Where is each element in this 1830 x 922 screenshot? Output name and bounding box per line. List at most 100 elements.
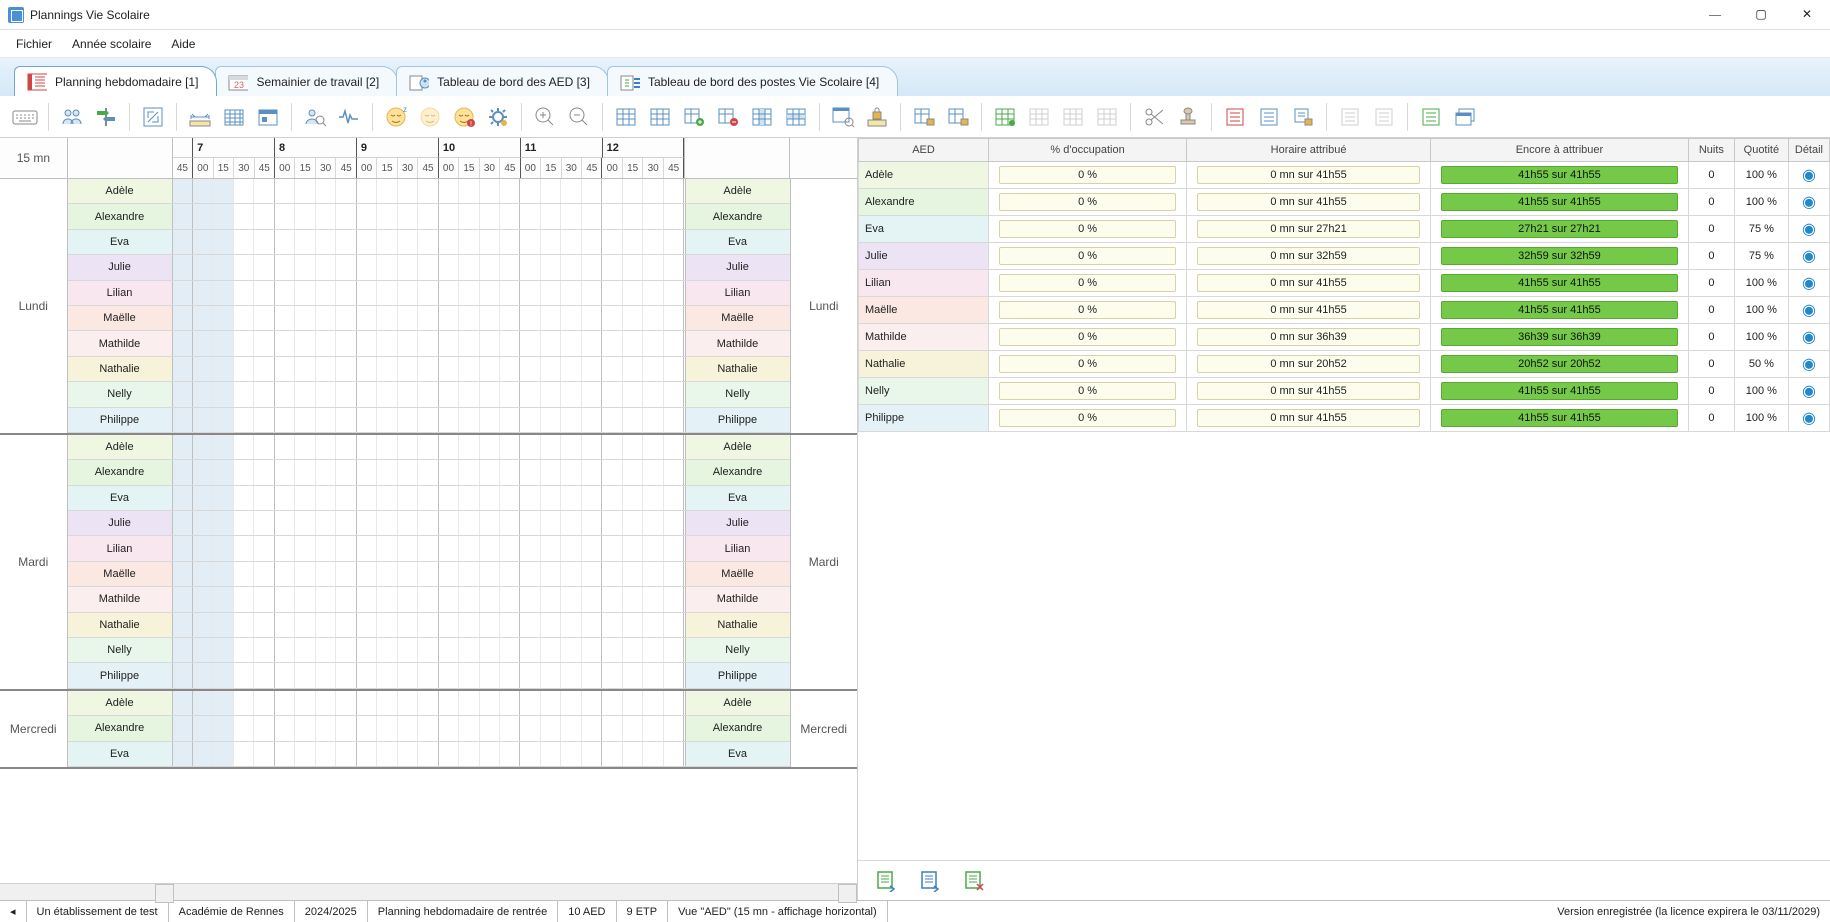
schedule-row[interactable]: JulieJulie (68, 255, 790, 280)
schedule-cell[interactable] (582, 204, 602, 228)
schedule-cell[interactable] (336, 587, 356, 611)
col-header-det[interactable]: Détail (1788, 139, 1829, 162)
schedule-cell[interactable] (500, 357, 520, 381)
schedule-cell[interactable] (377, 562, 397, 586)
schedule-cell[interactable] (602, 408, 622, 432)
schedule-cell[interactable] (316, 357, 336, 381)
schedule-cell[interactable] (582, 716, 602, 740)
schedule-cell[interactable] (439, 663, 459, 687)
status-arrow[interactable]: ◂ (0, 901, 27, 922)
export-list-2-button[interactable] (916, 866, 946, 896)
schedule-cell[interactable] (418, 691, 438, 715)
schedule-row[interactable]: PhilippePhilippe (68, 663, 790, 688)
schedule-cell[interactable] (336, 663, 356, 687)
schedule-cell[interactable] (643, 230, 663, 254)
schedule-cell[interactable] (459, 511, 479, 535)
schedule-cell[interactable] (480, 486, 500, 510)
schedule-cell[interactable] (541, 255, 561, 279)
schedule-cell[interactable] (336, 486, 356, 510)
schedule-cell[interactable] (336, 306, 356, 330)
schedule-cell[interactable] (418, 638, 438, 662)
schedule-cell[interactable] (234, 716, 254, 740)
schedule-cell[interactable] (357, 435, 377, 459)
schedule-cell[interactable] (316, 306, 336, 330)
col-header-enc[interactable]: Encore à attribuer (1431, 139, 1689, 162)
schedule-cell[interactable] (561, 536, 581, 560)
schedule-cell[interactable] (418, 408, 438, 432)
schedule-cell[interactable] (520, 255, 540, 279)
schedule-cell[interactable] (295, 663, 315, 687)
eye-icon[interactable]: ◉ (1802, 194, 1816, 211)
schedule-cell[interactable] (213, 613, 233, 637)
schedule-cell[interactable] (213, 255, 233, 279)
schedule-cell[interactable] (295, 587, 315, 611)
close-button[interactable]: ✕ (1784, 0, 1830, 30)
schedule-cell[interactable] (439, 435, 459, 459)
schedule-cell[interactable] (623, 638, 643, 662)
schedule-cell[interactable] (643, 742, 663, 766)
schedule-cell[interactable] (582, 382, 602, 406)
schedule-cell[interactable] (459, 179, 479, 203)
schedule-cell[interactable] (541, 357, 561, 381)
schedule-cell[interactable] (439, 638, 459, 662)
schedule-cell[interactable] (582, 179, 602, 203)
schedule-cell[interactable] (459, 486, 479, 510)
schedule-cell[interactable] (398, 716, 418, 740)
schedule-cell[interactable] (336, 331, 356, 355)
schedule-cell[interactable] (336, 357, 356, 381)
schedule-cell[interactable] (398, 382, 418, 406)
schedule-cell[interactable] (213, 638, 233, 662)
schedule-cell[interactable] (561, 435, 581, 459)
schedule-cell[interactable] (377, 511, 397, 535)
schedule-cell[interactable] (398, 281, 418, 305)
schedule-cell[interactable] (418, 536, 438, 560)
schedule-cell[interactable] (623, 663, 643, 687)
schedule-cell[interactable] (336, 511, 356, 535)
schedule-cell[interactable] (336, 691, 356, 715)
schedule-cell[interactable] (602, 460, 622, 484)
schedule-cell[interactable] (295, 716, 315, 740)
schedule-cell[interactable] (295, 562, 315, 586)
schedule-cell[interactable] (439, 511, 459, 535)
schedule-cell[interactable] (459, 613, 479, 637)
schedule-cell[interactable] (500, 460, 520, 484)
schedule-cell[interactable] (418, 663, 438, 687)
schedule-cell[interactable] (480, 179, 500, 203)
schedule-row[interactable]: NellyNelly (68, 382, 790, 407)
schedule-cell[interactable] (561, 460, 581, 484)
schedule-cell[interactable] (623, 742, 643, 766)
schedule-cell[interactable] (602, 613, 622, 637)
schedule-cell[interactable] (336, 716, 356, 740)
grid2-button[interactable] (645, 102, 675, 132)
schedule-cell[interactable] (213, 562, 233, 586)
schedule-cell[interactable] (500, 306, 520, 330)
schedule-cell[interactable] (561, 716, 581, 740)
schedule-cell[interactable] (561, 281, 581, 305)
schedule-cell[interactable] (173, 357, 193, 381)
schedule-cell[interactable] (500, 204, 520, 228)
schedule-cell[interactable] (234, 179, 254, 203)
schedule-cell[interactable] (173, 408, 193, 432)
schedule-cell[interactable] (275, 587, 295, 611)
schedule-cell[interactable] (582, 691, 602, 715)
schedule-cell[interactable] (193, 613, 213, 637)
schedule-cell[interactable] (377, 306, 397, 330)
schedule-cell[interactable] (173, 486, 193, 510)
schedule-cell[interactable] (643, 613, 663, 637)
schedule-cell[interactable] (459, 638, 479, 662)
export-list-3-button[interactable] (960, 866, 990, 896)
schedule-cell[interactable] (439, 486, 459, 510)
schedule-cell[interactable] (459, 663, 479, 687)
schedule-cell[interactable] (275, 408, 295, 432)
schedule-cell[interactable] (275, 179, 295, 203)
schedule-cell[interactable] (254, 435, 274, 459)
schedule-cell[interactable] (582, 587, 602, 611)
schedule-cell[interactable] (623, 306, 643, 330)
schedule-cell[interactable] (275, 536, 295, 560)
schedule-cell[interactable] (398, 460, 418, 484)
schedule-cell[interactable] (377, 331, 397, 355)
eye-icon[interactable]: ◉ (1802, 410, 1816, 427)
list-dim2-button[interactable] (1369, 102, 1399, 132)
schedule-row[interactable]: MaëlleMaëlle (68, 306, 790, 331)
stamp-button[interactable] (1173, 102, 1203, 132)
